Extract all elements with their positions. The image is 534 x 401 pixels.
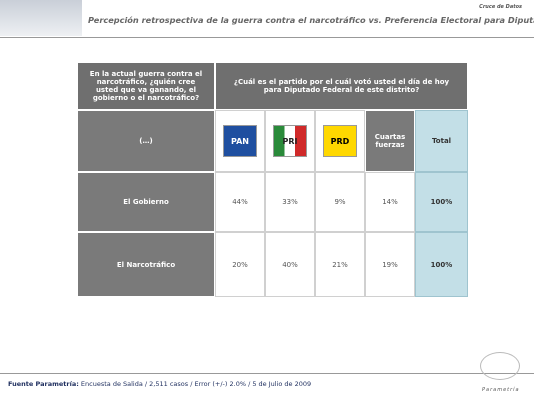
header-rule (0, 37, 534, 38)
column-header: Total (415, 110, 468, 172)
value-cell: 100% (415, 232, 468, 297)
value-cell: 14% (365, 172, 415, 232)
value-cell: 21% (315, 232, 365, 297)
question-left: En la actual guerra contra el narcotráfi… (77, 62, 215, 110)
question-right: ¿Cuál es el partido por el cuál votó ust… (215, 62, 468, 110)
footer: Fuente Parametría: Encuesta de Salida / … (8, 380, 311, 388)
pri-logo: PRI (273, 125, 307, 157)
source-label: Fuente Parametría: (8, 380, 79, 388)
pan-logo: PAN (223, 125, 257, 157)
value-cell: 40% (265, 232, 315, 297)
row-label: El Gobierno (77, 172, 215, 232)
prd-logo: PRD (323, 125, 357, 157)
value-cell: 19% (365, 232, 415, 297)
brand-logo (480, 352, 520, 380)
corner-cell: (…) (77, 110, 215, 172)
row-label: El Narcotráfico (77, 232, 215, 297)
value-cell: 20% (215, 232, 265, 297)
header-tag: Cruce de Datos (479, 4, 522, 10)
value-cell: 44% (215, 172, 265, 232)
value-cell: 100% (415, 172, 468, 232)
header-image (0, 0, 82, 36)
brand: Parametría (482, 387, 520, 393)
footer-rule (0, 373, 534, 374)
title: Percepción retrospectiva de la guerra co… (88, 15, 534, 25)
party-cell: PRD (315, 110, 365, 172)
party-cell: PRI (265, 110, 315, 172)
value-cell: 33% (265, 172, 315, 232)
party-cell: PAN (215, 110, 265, 172)
column-header: Cuartas fuerzas (365, 110, 415, 172)
source: Encuesta de Salida / 2,511 casos / Error… (80, 380, 312, 388)
value-cell: 9% (315, 172, 365, 232)
